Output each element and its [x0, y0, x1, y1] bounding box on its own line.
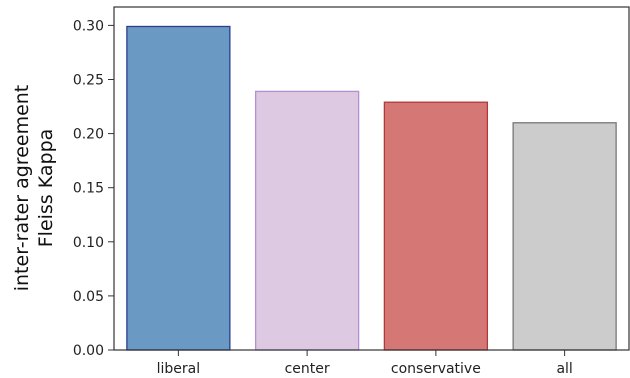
- y-tick-label: 0.00: [73, 343, 104, 359]
- y-axis-ticks: 0.00 0.05 0.10 0.15 0.20 0.25 0.30: [73, 18, 114, 359]
- bars: [126, 25, 617, 351]
- y-tick-label: 0.10: [73, 235, 104, 251]
- x-tick-label-liberal: liberal: [157, 361, 201, 377]
- y-axis-title: inter-rater agreement: [11, 85, 33, 292]
- bar-liberal: [126, 25, 231, 351]
- bar-conservative: [383, 101, 489, 351]
- y-tick-label: 0.25: [73, 72, 104, 88]
- y-tick-label: 0.15: [73, 181, 104, 197]
- y-tick-label: 0.20: [73, 127, 104, 143]
- bar-center: [254, 90, 360, 351]
- y-tick-label: 0.05: [73, 289, 104, 305]
- plot-frame: [113, 6, 630, 351]
- x-tick-label-center: center: [285, 361, 330, 377]
- x-axis-ticks: liberal center conservative all: [157, 350, 573, 377]
- y-axis-title-secondary: Fleiss Kappa: [35, 129, 57, 248]
- x-tick-label-conservative: conservative: [391, 361, 481, 377]
- x-tick-label-all: all: [556, 361, 572, 377]
- bar-all: [512, 122, 617, 351]
- y-tick-label: 0.30: [73, 18, 104, 34]
